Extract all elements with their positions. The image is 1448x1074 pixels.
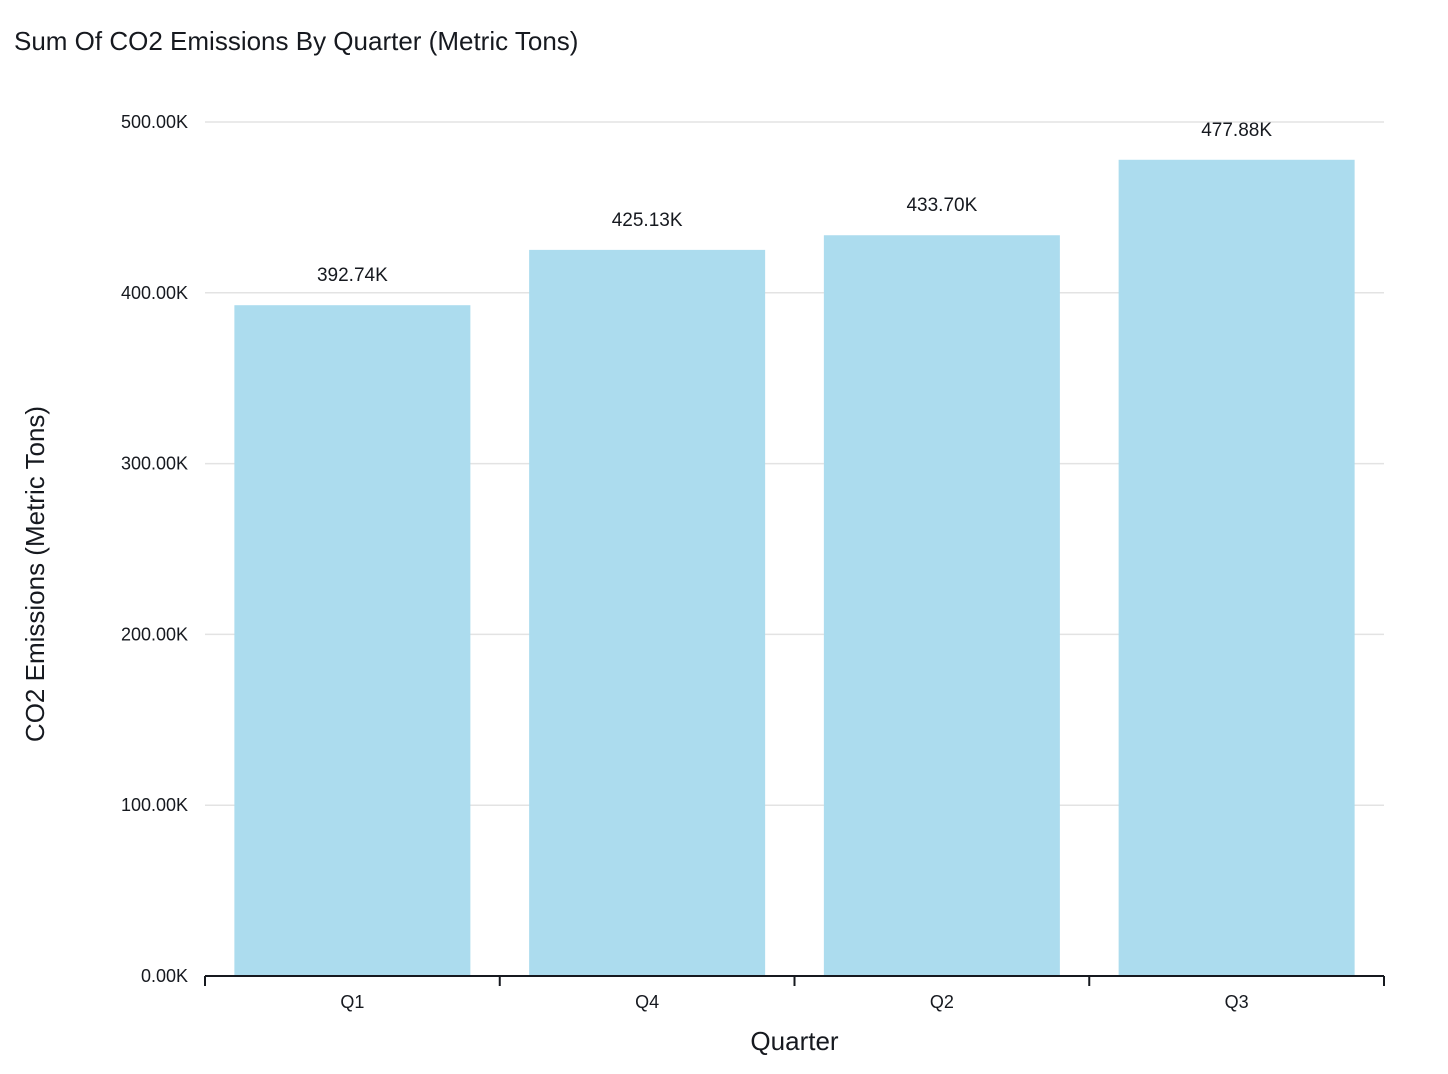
y-tick-label: 400.00K	[121, 283, 188, 303]
bar-q3[interactable]	[1118, 159, 1355, 977]
y-tick-label: 100.00K	[121, 795, 188, 815]
x-axis: Q1 Q4 Q2 Q3	[204, 975, 1385, 1012]
x-tick-label: Q2	[930, 992, 954, 1012]
data-labels: 392.74K 425.13K 433.70K 477.88K	[317, 120, 1272, 286]
x-tick-label: Q1	[340, 992, 364, 1012]
x-tick-label: Q4	[635, 992, 659, 1012]
x-axis-title: Quarter	[750, 1026, 838, 1056]
x-tick-label: Q3	[1225, 992, 1249, 1012]
data-label: 392.74K	[317, 265, 388, 286]
chart-title: Sum Of CO2 Emissions By Quarter (Metric …	[14, 26, 579, 56]
bar-q4[interactable]	[529, 249, 766, 977]
y-tick-label: 500.00K	[121, 112, 188, 132]
y-tick-label: 200.00K	[121, 624, 188, 644]
data-label: 433.70K	[906, 195, 977, 216]
bar-q2[interactable]	[823, 235, 1060, 976]
y-tick-label: 300.00K	[121, 454, 188, 474]
y-tick-label: 0.00K	[141, 966, 188, 986]
data-label: 425.13K	[612, 210, 683, 231]
data-label: 477.88K	[1201, 120, 1272, 141]
bars	[234, 159, 1355, 977]
bar-q1[interactable]	[234, 305, 471, 976]
y-axis-title: CO2 Emissions (Metric Tons)	[20, 406, 50, 742]
y-axis: 0.00K 100.00K 200.00K 300.00K 400.00K 500.00K	[121, 112, 188, 986]
